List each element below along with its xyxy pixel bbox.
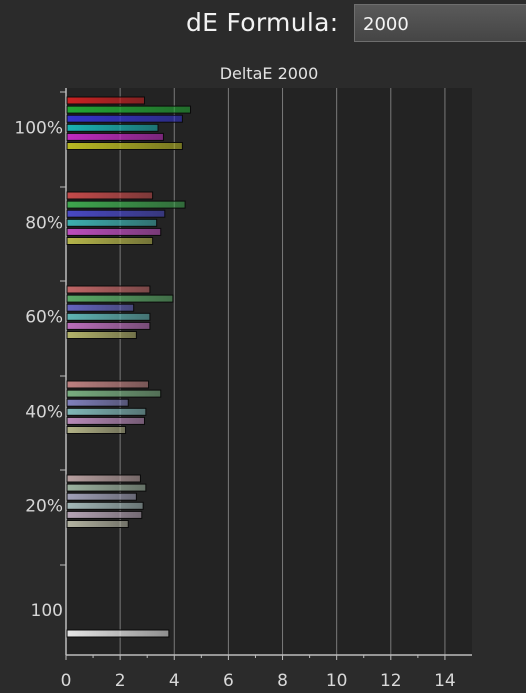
bar-40pct-cyan <box>66 407 147 416</box>
formula-label: dE Formula: <box>186 8 339 37</box>
x-tick-label: 14 <box>434 671 456 691</box>
bar-60pct-blue <box>66 303 135 312</box>
bar-100pct-blue <box>66 114 183 123</box>
bar-40pct-magenta <box>66 416 145 425</box>
y-category-label: 80% <box>25 213 63 233</box>
bar-100pct-red <box>66 96 145 105</box>
formula-dropdown-value: 2000 <box>363 14 409 35</box>
y-category-label: 40% <box>25 402 63 422</box>
bar-100pct-magenta <box>66 132 164 141</box>
bar-100pct-yellow <box>66 142 183 150</box>
bar-60pct-cyan <box>66 312 151 321</box>
x-tick-label: 0 <box>61 671 72 691</box>
bar-60pct-magenta <box>66 321 151 330</box>
bar-40pct-red <box>66 380 150 389</box>
chart-title: DeltaE 2000 <box>219 64 319 83</box>
x-tick-label: 10 <box>326 671 348 691</box>
bar-20pct-blue <box>66 492 137 501</box>
bar-100-white <box>66 629 170 638</box>
bar-20pct-green <box>66 483 147 492</box>
bar-40pct-green <box>66 389 162 398</box>
bar-100pct-cyan <box>66 123 159 132</box>
bar-80pct-magenta <box>66 227 162 236</box>
bar-20pct-yellow <box>66 520 129 528</box>
y-category-label: 100% <box>14 118 63 138</box>
formula-dropdown[interactable]: 2000 <box>354 4 526 42</box>
y-category-label: 100 <box>31 601 63 621</box>
x-tick-label: 8 <box>277 671 288 691</box>
x-tick-label: 6 <box>223 671 234 691</box>
bar-40pct-yellow <box>66 426 127 434</box>
x-tick-label: 2 <box>115 671 126 691</box>
bar-20pct-cyan <box>66 501 144 510</box>
bar-40pct-blue <box>66 398 129 407</box>
bar-20pct-magenta <box>66 510 143 519</box>
bar-60pct-green <box>66 294 174 303</box>
y-category-label: 20% <box>25 496 63 516</box>
x-tick-label: 12 <box>380 671 402 691</box>
bar-80pct-red <box>66 191 154 200</box>
bar-60pct-yellow <box>66 331 137 339</box>
plot-area <box>66 88 472 655</box>
bar-60pct-red <box>66 285 151 294</box>
bar-100pct-green <box>66 105 192 114</box>
x-tick-label: 4 <box>169 671 180 691</box>
y-category-label: 60% <box>25 307 63 327</box>
bar-80pct-green <box>66 200 186 209</box>
formula-header: dE Formula: 2000 <box>0 0 526 48</box>
bar-80pct-yellow <box>66 237 154 245</box>
bar-80pct-blue <box>66 209 166 218</box>
bar-80pct-cyan <box>66 218 158 227</box>
bar-20pct-red <box>66 474 141 483</box>
